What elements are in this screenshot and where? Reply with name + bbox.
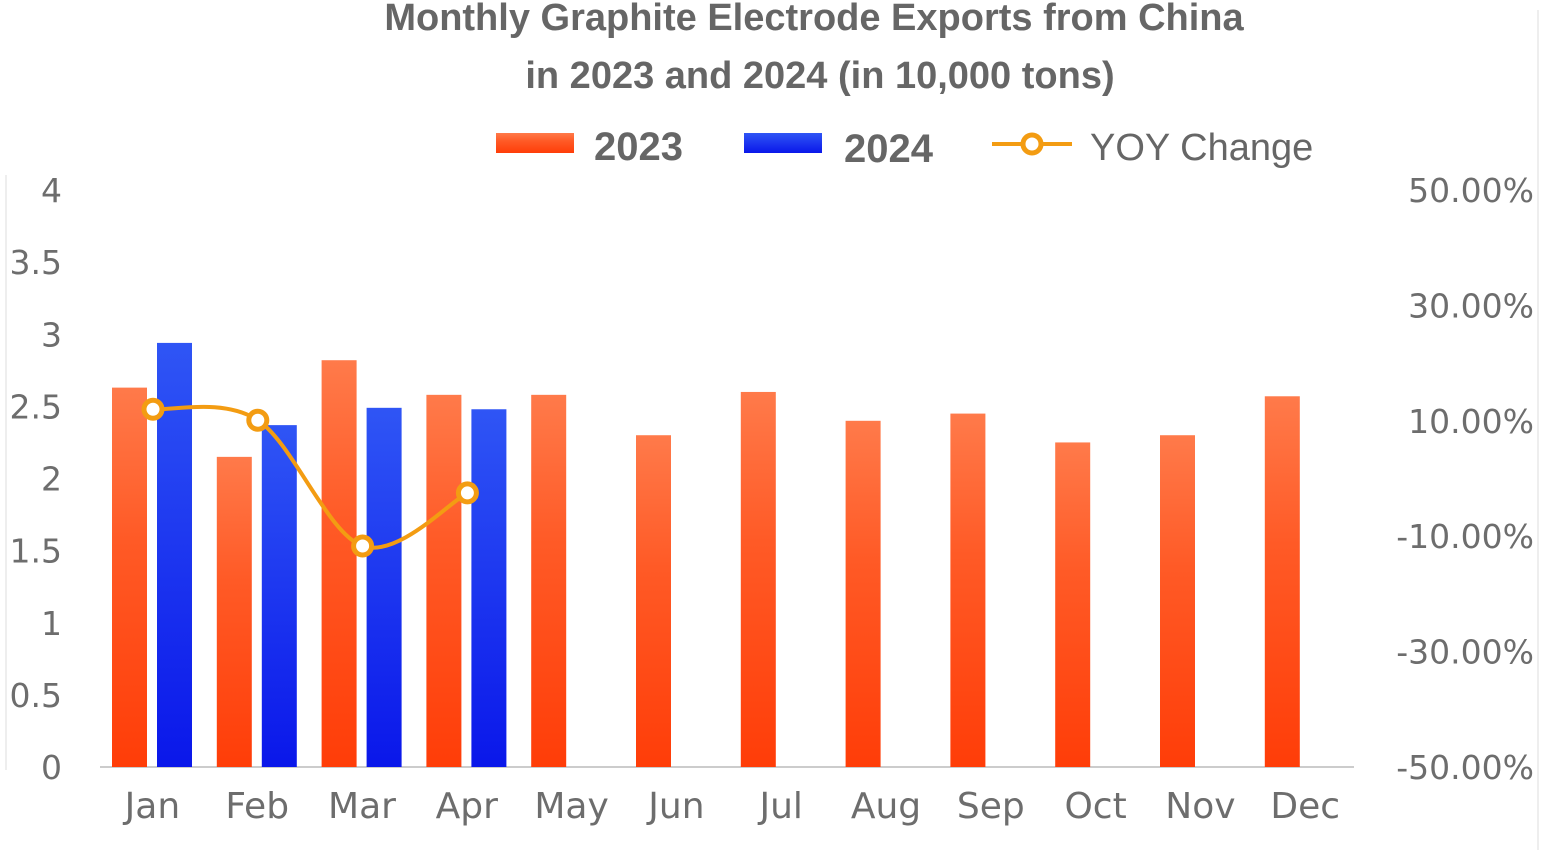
y-right-tick-label: 30.00% [1408, 286, 1534, 325]
yoy-line-series [141, 397, 479, 558]
bar-2023 [1055, 442, 1091, 767]
x-tick-label: Oct [1064, 786, 1126, 827]
legend-swatch-yoy-marker [1020, 132, 1044, 156]
bar-2023 [216, 456, 252, 767]
y-right-tick-label: 50.00% [1408, 171, 1534, 210]
x-tick-label: Jun [646, 786, 704, 827]
y-left-tick-label: 3.5 [10, 243, 62, 282]
y-right-tick-label: 10.00% [1408, 402, 1534, 441]
bar-2024 [261, 425, 297, 767]
y-left-tick-label: 0.5 [10, 676, 62, 715]
x-tick-label: Aug [851, 786, 921, 827]
legend: 2023 2024 YOY Change [496, 125, 1313, 171]
y-axis-left-ticks: 0 0.5 1 1.5 2 2.5 3 3.5 4 [10, 171, 62, 787]
bars [112, 342, 1300, 767]
y-left-tick-label: 1.5 [10, 532, 62, 571]
y-left-tick-label: 2.5 [10, 387, 62, 426]
y-right-tick-label: -30.00% [1396, 633, 1534, 672]
x-tick-label: Jul [757, 786, 802, 827]
y-axis-right-ticks: -50.00% -30.00% -10.00% 10.00% 30.00% 50.00% [1396, 171, 1534, 787]
bar-2023 [426, 394, 462, 767]
y-left-tick-label: 2 [41, 460, 62, 499]
yoy-point [351, 534, 375, 558]
x-axis-labels: Jan Feb Mar Apr May Jun Jul Aug Sep Oct Nov Dec [123, 786, 1340, 827]
x-tick-label: Apr [436, 786, 498, 827]
x-tick-label: Mar [328, 786, 396, 827]
bar-2023 [740, 391, 776, 767]
y-left-tick-label: 1 [41, 604, 62, 643]
legend-swatch-2023 [496, 133, 574, 153]
y-left-tick-label: 0 [41, 748, 62, 787]
y-left-tick-label: 3 [41, 315, 62, 354]
bar-2023 [950, 413, 986, 767]
bar-2023 [531, 394, 567, 767]
x-tick-label: May [534, 786, 608, 827]
legend-swatch-2024 [744, 133, 822, 153]
bar-2023 [321, 360, 357, 767]
yoy-point [141, 397, 165, 421]
bar-2024 [366, 407, 402, 767]
y-right-tick-label: -10.00% [1396, 517, 1534, 556]
yoy-point [455, 481, 479, 505]
bar-2023 [636, 435, 671, 767]
bar-2023 [845, 420, 881, 767]
x-tick-label: Sep [957, 786, 1025, 827]
yoy-point [246, 408, 270, 432]
y-right-tick-label: -50.00% [1396, 748, 1534, 787]
bar-2024 [471, 409, 507, 767]
legend-label-2024: 2024 [844, 127, 934, 171]
chart-title: Monthly Graphite Electrode Exports from … [384, 0, 1244, 39]
x-tick-label: Jan [123, 786, 181, 827]
bar-2023 [112, 387, 147, 767]
yoy-line [152, 404, 469, 550]
chart-subtitle: in 2023 and 2024 (in 10,000 tons) [525, 55, 1114, 97]
legend-label-yoy: YOY Change [1090, 127, 1313, 169]
bar-2023 [1160, 435, 1195, 767]
x-tick-label: Dec [1270, 786, 1340, 827]
bar-2023 [1264, 396, 1300, 767]
x-tick-label: Feb [225, 786, 289, 827]
x-tick-label: Nov [1165, 786, 1235, 827]
legend-label-2023: 2023 [594, 125, 683, 169]
y-left-tick-label: 4 [41, 171, 62, 210]
